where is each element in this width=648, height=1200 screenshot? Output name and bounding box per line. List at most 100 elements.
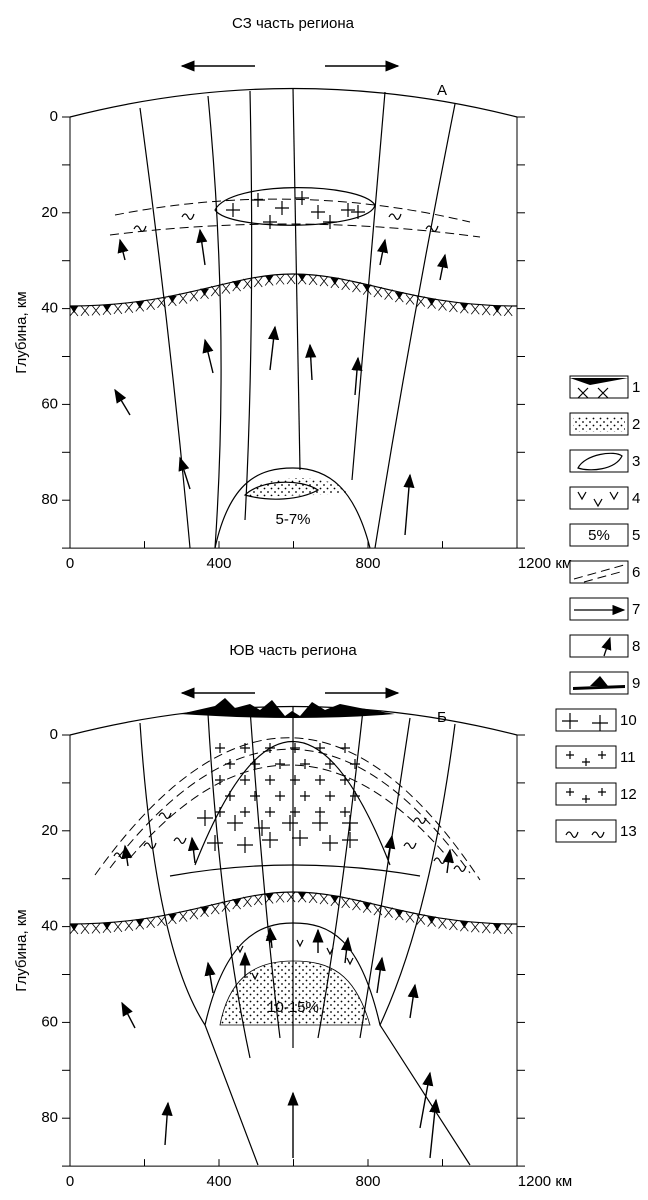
plus (265, 807, 275, 817)
cross-mark (481, 922, 491, 934)
x-tick-label: 800 (355, 555, 380, 572)
plus (240, 807, 250, 817)
fault (351, 91, 386, 481)
v-mark (346, 957, 354, 966)
legend-number: 12 (620, 786, 637, 803)
cross-mark (384, 289, 393, 300)
plus (225, 759, 235, 769)
x-tick-label: 400 (206, 1173, 231, 1190)
plus (592, 715, 608, 731)
x-tick-label: 1200 км (518, 555, 572, 572)
plus (582, 758, 590, 766)
x-tick-label: 1200 км (518, 1173, 572, 1190)
legend-number: 8 (632, 638, 640, 655)
cross-mark (405, 294, 415, 305)
y-tick-label: 80 (41, 1109, 58, 1126)
cross-mark (286, 891, 296, 903)
cross-mark (352, 281, 361, 293)
cross-mark (124, 920, 134, 931)
arrow (265, 926, 277, 949)
arrow (374, 956, 386, 994)
plus (342, 815, 358, 831)
plus (582, 795, 590, 803)
arrow (377, 238, 389, 266)
legend-number: 11 (620, 749, 636, 766)
arrow (437, 253, 449, 281)
dash (114, 198, 471, 223)
arrow (351, 356, 363, 396)
cross-mark (91, 305, 101, 316)
dome (214, 467, 371, 549)
legend-icon (570, 378, 628, 385)
cross-mark (124, 302, 134, 313)
fault (139, 107, 191, 549)
tri-mark (493, 305, 502, 313)
cross-mark (253, 894, 263, 906)
arrow (384, 834, 396, 859)
arrow (407, 983, 419, 1019)
squiggle (413, 817, 427, 824)
plus (254, 820, 270, 836)
plus (290, 775, 300, 785)
legend-number: 7 (632, 601, 640, 618)
fault (292, 87, 301, 471)
tri-mark (298, 274, 307, 282)
cross-mark (113, 921, 123, 933)
arrow (202, 338, 214, 374)
tri-mark (427, 298, 436, 306)
plus (315, 807, 325, 817)
squiggle (181, 213, 195, 220)
cross-mark (210, 903, 220, 915)
tri-mark (460, 921, 469, 929)
squiggle (565, 831, 579, 838)
plus (562, 713, 578, 729)
tri-mark (135, 301, 144, 309)
plus (300, 759, 310, 769)
cross-mark (80, 923, 90, 935)
plus (250, 759, 260, 769)
tri-mark (460, 303, 469, 311)
y-axis-label: Глубина, км (13, 291, 30, 374)
legend-number: 6 (632, 564, 640, 581)
legend-icon (573, 564, 625, 580)
arrow (161, 1101, 173, 1146)
plus (312, 815, 328, 831)
v-mark (266, 935, 274, 944)
legend-icon (577, 387, 609, 399)
plus (290, 807, 300, 817)
panel-letter: А (437, 82, 447, 99)
legend-number: 1 (632, 379, 640, 396)
tri-mark (200, 288, 209, 296)
plus (265, 775, 275, 785)
cross-mark (253, 276, 263, 288)
blob (243, 481, 320, 500)
squiggle (425, 225, 439, 232)
x-tick-label: 0 (66, 1173, 74, 1190)
plus (263, 215, 277, 229)
plus (315, 775, 325, 785)
plus (215, 807, 225, 817)
legend-number: 9 (632, 675, 640, 692)
plus (340, 775, 350, 785)
legend-icon (577, 452, 623, 471)
cross-mark (470, 304, 480, 315)
plus (315, 743, 325, 753)
tri-mark (135, 919, 144, 927)
panel-letter: Б (437, 709, 447, 726)
plus (226, 203, 240, 217)
plus (237, 837, 253, 853)
v-mark (296, 939, 304, 948)
arrow (419, 1071, 434, 1129)
y-tick-label: 20 (41, 822, 58, 839)
plus (250, 791, 260, 801)
legend-number: 4 (632, 490, 640, 507)
y-tick-label: 80 (41, 491, 58, 508)
plus (598, 788, 606, 796)
cross-mark (146, 917, 155, 929)
cross-mark (438, 300, 447, 311)
tri-mark (427, 916, 436, 924)
cross-mark (178, 911, 188, 922)
plus (275, 791, 285, 801)
panel-title: ЮВ часть региона (229, 642, 357, 659)
